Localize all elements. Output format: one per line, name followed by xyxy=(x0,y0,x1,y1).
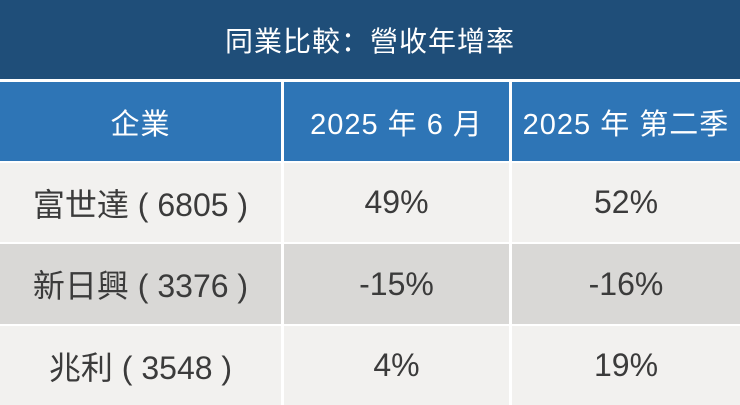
company-cell: 富世達 ( 6805 ) xyxy=(0,163,281,242)
value-cell-q2: 52% xyxy=(512,163,740,242)
value-cell-jun: 4% xyxy=(284,326,509,405)
table-title-bar: 同業比較：營收年增率 xyxy=(0,0,740,79)
company-cell: 新日興 ( 3376 ) xyxy=(0,244,281,324)
header-cell-q2-2025: 2025 年 第二季 xyxy=(512,82,740,161)
header-cell-company: 企業 xyxy=(0,82,281,161)
value-cell-jun: 49% xyxy=(284,163,509,242)
value-cell-q2: -16% xyxy=(512,244,740,324)
value-cell-jun: -15% xyxy=(284,244,509,324)
header-cell-jun-2025: 2025 年 6 月 xyxy=(284,82,509,161)
peer-comparison-table: 企業 2025 年 6 月 2025 年 第二季 富世達 ( 6805 ) 49… xyxy=(0,82,740,405)
table-title: 同業比較：營收年增率 xyxy=(224,25,515,57)
value-cell-q2: 19% xyxy=(512,326,740,405)
company-cell: 兆利 ( 3548 ) xyxy=(0,326,281,405)
